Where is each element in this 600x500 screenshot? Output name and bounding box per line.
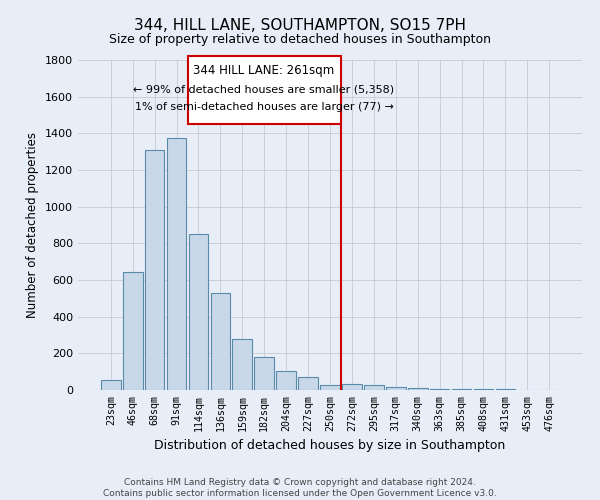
Bar (452, 389, 472, 390)
Bar (232, 338, 252, 390)
Text: 344, HILL LANE, SOUTHAMPTON, SO15 7PH: 344, HILL LANE, SOUTHAMPTON, SO15 7PH (134, 18, 466, 32)
Bar (211, 293, 230, 390)
Bar (145, 150, 164, 390)
Bar (342, 384, 362, 390)
Bar (167, 138, 187, 390)
Bar (101, 380, 121, 390)
Bar (408, 388, 428, 390)
Text: 1% of semi-detached houses are larger (77) →: 1% of semi-detached houses are larger (7… (134, 102, 394, 113)
Bar (254, 357, 274, 390)
Bar (386, 387, 406, 390)
Bar (364, 386, 384, 390)
Text: ← 99% of detached houses are smaller (5,358): ← 99% of detached houses are smaller (5,… (133, 85, 395, 95)
Y-axis label: Number of detached properties: Number of detached properties (26, 132, 40, 318)
Bar (320, 384, 340, 390)
Bar (276, 371, 296, 390)
Bar (123, 272, 143, 390)
Bar (430, 388, 449, 390)
Text: 344 HILL LANE: 261sqm: 344 HILL LANE: 261sqm (193, 64, 335, 78)
Bar (298, 377, 318, 390)
Text: Size of property relative to detached houses in Southampton: Size of property relative to detached ho… (109, 32, 491, 46)
FancyBboxPatch shape (188, 56, 341, 124)
Bar (188, 234, 208, 390)
X-axis label: Distribution of detached houses by size in Southampton: Distribution of detached houses by size … (154, 439, 506, 452)
Text: Contains HM Land Registry data © Crown copyright and database right 2024.
Contai: Contains HM Land Registry data © Crown c… (103, 478, 497, 498)
